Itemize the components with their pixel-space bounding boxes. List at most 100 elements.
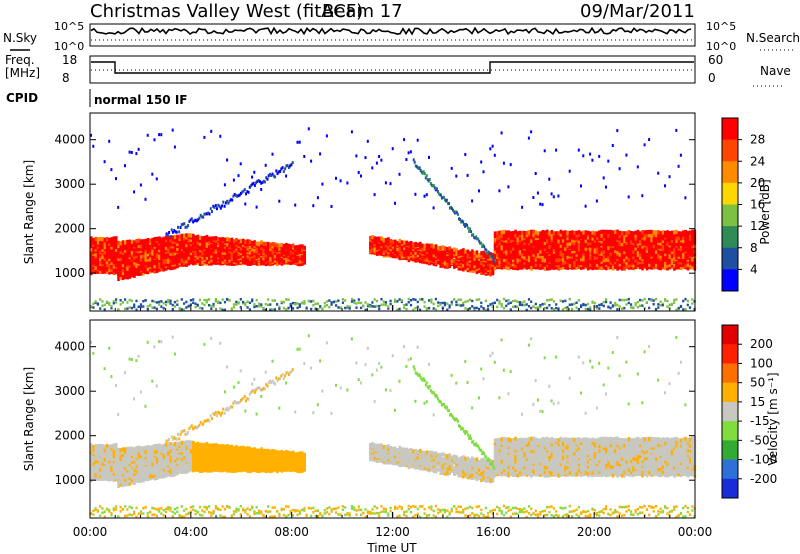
range-gate-cell bbox=[666, 247, 669, 252]
range-gate-cell bbox=[657, 244, 660, 249]
range-gate-cell bbox=[133, 252, 136, 257]
range-gate-cell bbox=[239, 162, 242, 166]
y-tick-label: 4000 bbox=[54, 133, 85, 147]
range-gate-cell bbox=[92, 254, 95, 260]
range-gate-cell bbox=[514, 229, 517, 234]
range-gate-cell bbox=[117, 262, 120, 267]
range-gate-cell bbox=[178, 236, 182, 241]
range-gate-cell bbox=[636, 249, 640, 254]
range-gate-cell bbox=[162, 509, 165, 512]
range-gate-cell bbox=[314, 302, 317, 305]
range-gate-cell bbox=[153, 249, 157, 254]
range-gate-cell bbox=[196, 458, 200, 464]
range-gate-cell bbox=[475, 265, 479, 270]
range-gate-cell bbox=[641, 194, 644, 198]
range-gate-cell bbox=[232, 253, 236, 258]
range-gate-cell bbox=[273, 258, 277, 263]
range-gate-cell bbox=[684, 263, 687, 268]
range-gate-cell bbox=[196, 257, 200, 262]
range-gate-cell bbox=[135, 308, 138, 311]
range-gate-cell bbox=[459, 258, 463, 264]
range-gate-cell bbox=[92, 248, 95, 253]
range-gate-cell bbox=[162, 307, 165, 310]
range-gate-cell bbox=[196, 242, 200, 248]
range-gate-cell bbox=[210, 236, 213, 241]
range-gate-cell bbox=[189, 444, 193, 449]
range-gate-cell bbox=[498, 189, 501, 193]
range-gate-cell bbox=[253, 170, 256, 174]
nsky-trace bbox=[90, 26, 694, 41]
range-gate-cell bbox=[677, 265, 681, 270]
range-gate-cell bbox=[194, 218, 197, 222]
range-gate-cell bbox=[117, 246, 120, 251]
range-gate-cell bbox=[119, 456, 123, 462]
range-gate-cell bbox=[230, 237, 234, 242]
range-gate-cell bbox=[405, 158, 408, 161]
range-gate-cell bbox=[103, 308, 106, 311]
range-gate-cell bbox=[548, 255, 551, 260]
range-gate-cell bbox=[448, 253, 452, 258]
range-gate-cell bbox=[185, 462, 188, 467]
range-gate-cell bbox=[119, 453, 123, 459]
range-gate-cell bbox=[541, 203, 544, 207]
range-gate-cell bbox=[117, 478, 120, 483]
range-gate-cell bbox=[135, 266, 138, 271]
range-gate-cell bbox=[108, 249, 111, 254]
range-gate-cell bbox=[595, 252, 599, 257]
range-gate-cell bbox=[666, 241, 669, 246]
range-gate-cell bbox=[462, 304, 465, 307]
range-gate-cell bbox=[146, 133, 149, 137]
range-gate-cell bbox=[158, 507, 161, 511]
range-gate-cell bbox=[432, 253, 436, 258]
range-gate-cell bbox=[664, 230, 667, 235]
range-gate-cell bbox=[659, 262, 663, 267]
range-gate-cell bbox=[464, 153, 467, 156]
range-gate-cell bbox=[509, 249, 513, 254]
range-gate-cell bbox=[119, 246, 123, 252]
range-gate-cell bbox=[571, 260, 574, 265]
range-gate-cell bbox=[112, 445, 116, 450]
range-gate-cell bbox=[443, 301, 447, 305]
range-gate-cell bbox=[591, 300, 594, 303]
range-gate-cell bbox=[557, 258, 560, 263]
range-gate-cell bbox=[92, 242, 95, 247]
range-gate-cell bbox=[675, 241, 678, 246]
range-gate-cell bbox=[135, 257, 138, 262]
range-gate-cell bbox=[582, 230, 585, 235]
range-gate-cell bbox=[627, 230, 631, 235]
range-gate-cell bbox=[208, 236, 211, 241]
range-gate-cell bbox=[618, 236, 622, 241]
range-gate-cell bbox=[369, 235, 372, 241]
range-gate-cell bbox=[550, 260, 554, 265]
range-gate-cell bbox=[625, 153, 628, 157]
range-gate-cell bbox=[500, 248, 504, 253]
range-gate-cell bbox=[446, 256, 449, 261]
range-gate-cell bbox=[398, 245, 402, 250]
range-gate-cell bbox=[128, 253, 132, 258]
range-gate-cell bbox=[237, 301, 240, 304]
range-gate-cell bbox=[473, 250, 476, 256]
range-gate-cell bbox=[160, 455, 163, 460]
range-gate-cell bbox=[439, 260, 442, 266]
range-gate-cell bbox=[178, 259, 182, 264]
range-gate-cell bbox=[391, 247, 395, 252]
range-gate-cell bbox=[441, 306, 444, 309]
range-gate-cell bbox=[657, 260, 660, 265]
range-gate-cell bbox=[632, 241, 635, 246]
range-gate-cell bbox=[128, 150, 131, 154]
range-gate-cell bbox=[251, 175, 254, 179]
range-gate-cell bbox=[559, 229, 563, 234]
range-gate-cell bbox=[178, 248, 182, 253]
range-gate-cell bbox=[630, 251, 633, 256]
range-gate-cell bbox=[105, 507, 109, 511]
range-gate-cell bbox=[650, 263, 653, 268]
range-gate-cell bbox=[543, 258, 547, 263]
range-gate-cell bbox=[686, 233, 690, 238]
range-gate-cell bbox=[634, 246, 638, 251]
range-gate-cell bbox=[568, 234, 572, 239]
range-gate-cell bbox=[691, 233, 694, 238]
range-gate-cell bbox=[575, 252, 579, 257]
range-gate-cell bbox=[189, 455, 193, 460]
range-gate-cell bbox=[119, 482, 123, 487]
range-gate-cell bbox=[645, 255, 649, 260]
